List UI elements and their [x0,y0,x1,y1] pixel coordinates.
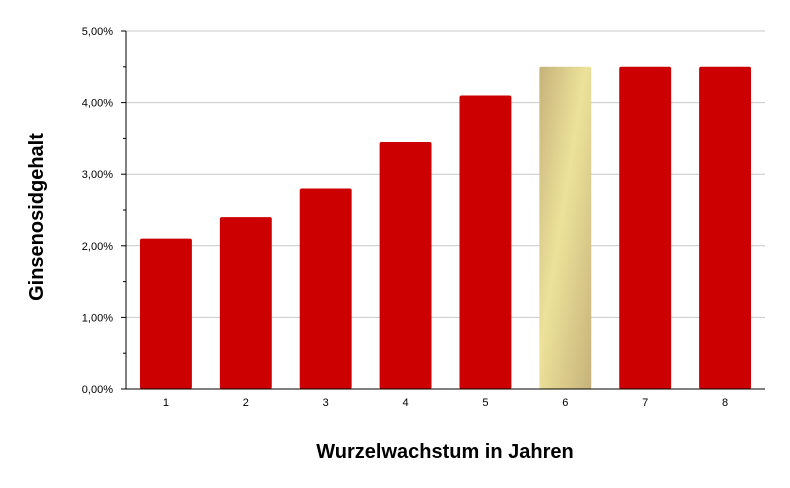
bar-3 [299,188,352,389]
bars [139,66,752,390]
x-tick-label: 8 [722,397,728,409]
y-tick-label: 3,00% [82,169,113,181]
bar-1 [139,238,192,389]
axes [121,30,765,390]
x-tick-label: 3 [323,397,329,409]
x-tick-label: 1 [163,397,169,409]
x-tick-label: 5 [482,397,488,409]
x-tick-label: 2 [243,397,249,409]
x-tick-label: 4 [403,397,409,409]
bar-8 [699,66,752,390]
tick-labels: 0,00% 1,00% 2,00% 3,00% 4,00% 5,00% 1 2 3 4 5 6 7 8 [82,26,728,409]
x-axis-title: Wurzelwachstum in Jahren [316,441,573,463]
bar-4 [379,141,432,389]
bar-5 [459,95,512,389]
bar-6 [539,66,592,390]
y-tick-label: 4,00% [82,98,113,110]
x-tick-label: 7 [642,397,648,409]
y-axis-title: Ginsenosidgehalt [26,133,48,301]
bar-2 [219,217,272,389]
y-tick-label: 1,00% [82,312,113,324]
x-tick-label: 6 [562,397,568,409]
bar-7 [619,66,672,390]
y-tick-label: 0,00% [82,384,113,396]
y-tick-label: 2,00% [82,241,113,253]
y-tick-label: 5,00% [82,26,113,38]
